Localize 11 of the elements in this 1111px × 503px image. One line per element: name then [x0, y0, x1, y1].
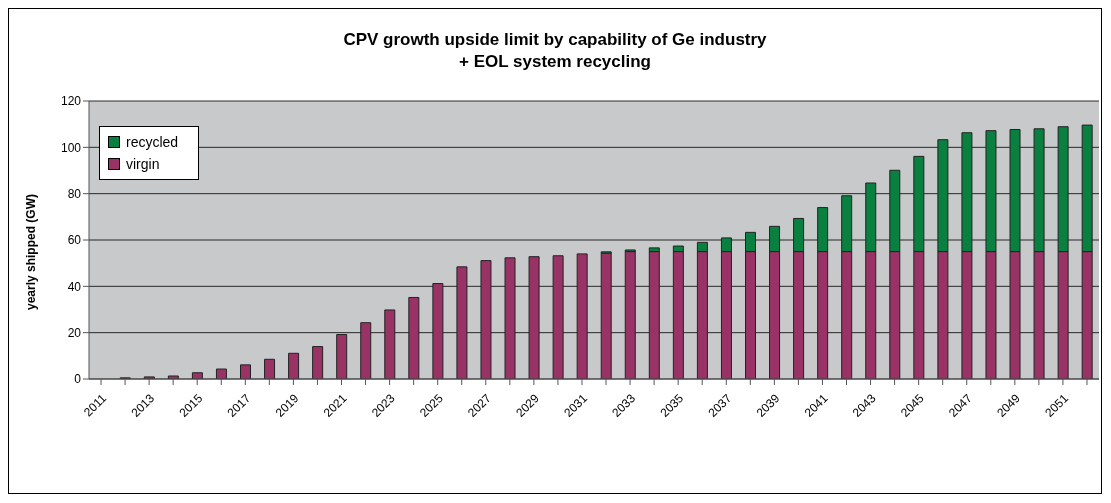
y-tick-label: 80	[67, 186, 82, 201]
y-tick-label: 120	[60, 94, 82, 109]
y-tick-label: 60	[67, 233, 82, 248]
y-tick-label: 20	[67, 325, 82, 340]
legend-label: virgin	[126, 156, 160, 172]
y-axis-title: yearly shipped (GW)	[24, 193, 39, 310]
legend-label: recycled	[126, 134, 179, 150]
y-tick-label: 100	[60, 140, 82, 155]
y-tick-label: 40	[67, 279, 82, 294]
y-tick-label: 0	[74, 372, 82, 387]
chart-title: CPV growth upside limit by capability of Ge industry + EOL system recycling	[342, 29, 768, 73]
